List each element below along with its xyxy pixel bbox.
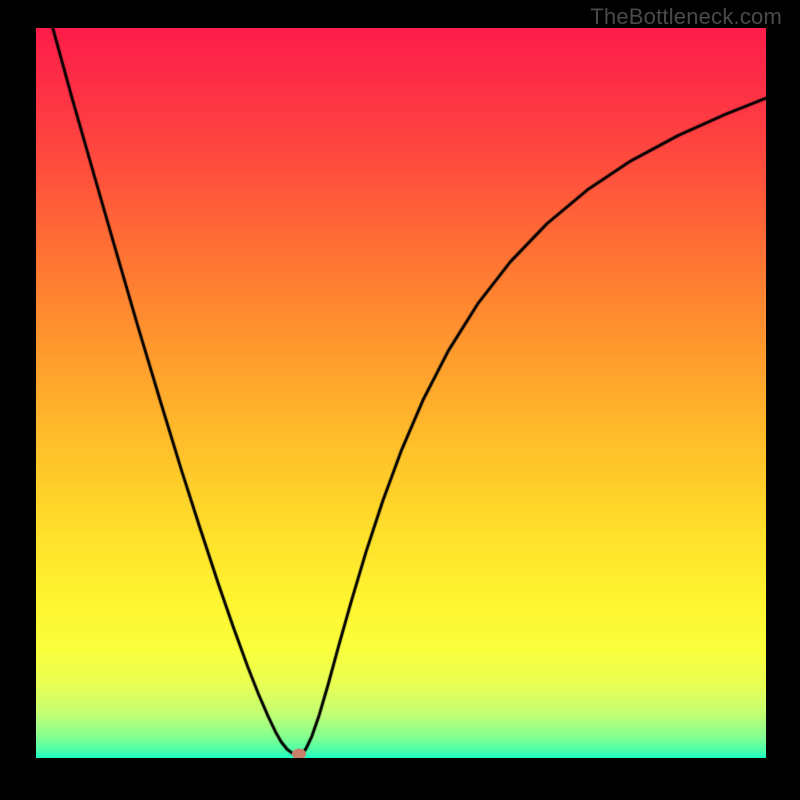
minimum-marker [292, 749, 306, 758]
plot-area [36, 28, 766, 758]
watermark: TheBottleneck.com [590, 4, 782, 30]
bottleneck-curve [36, 28, 766, 758]
